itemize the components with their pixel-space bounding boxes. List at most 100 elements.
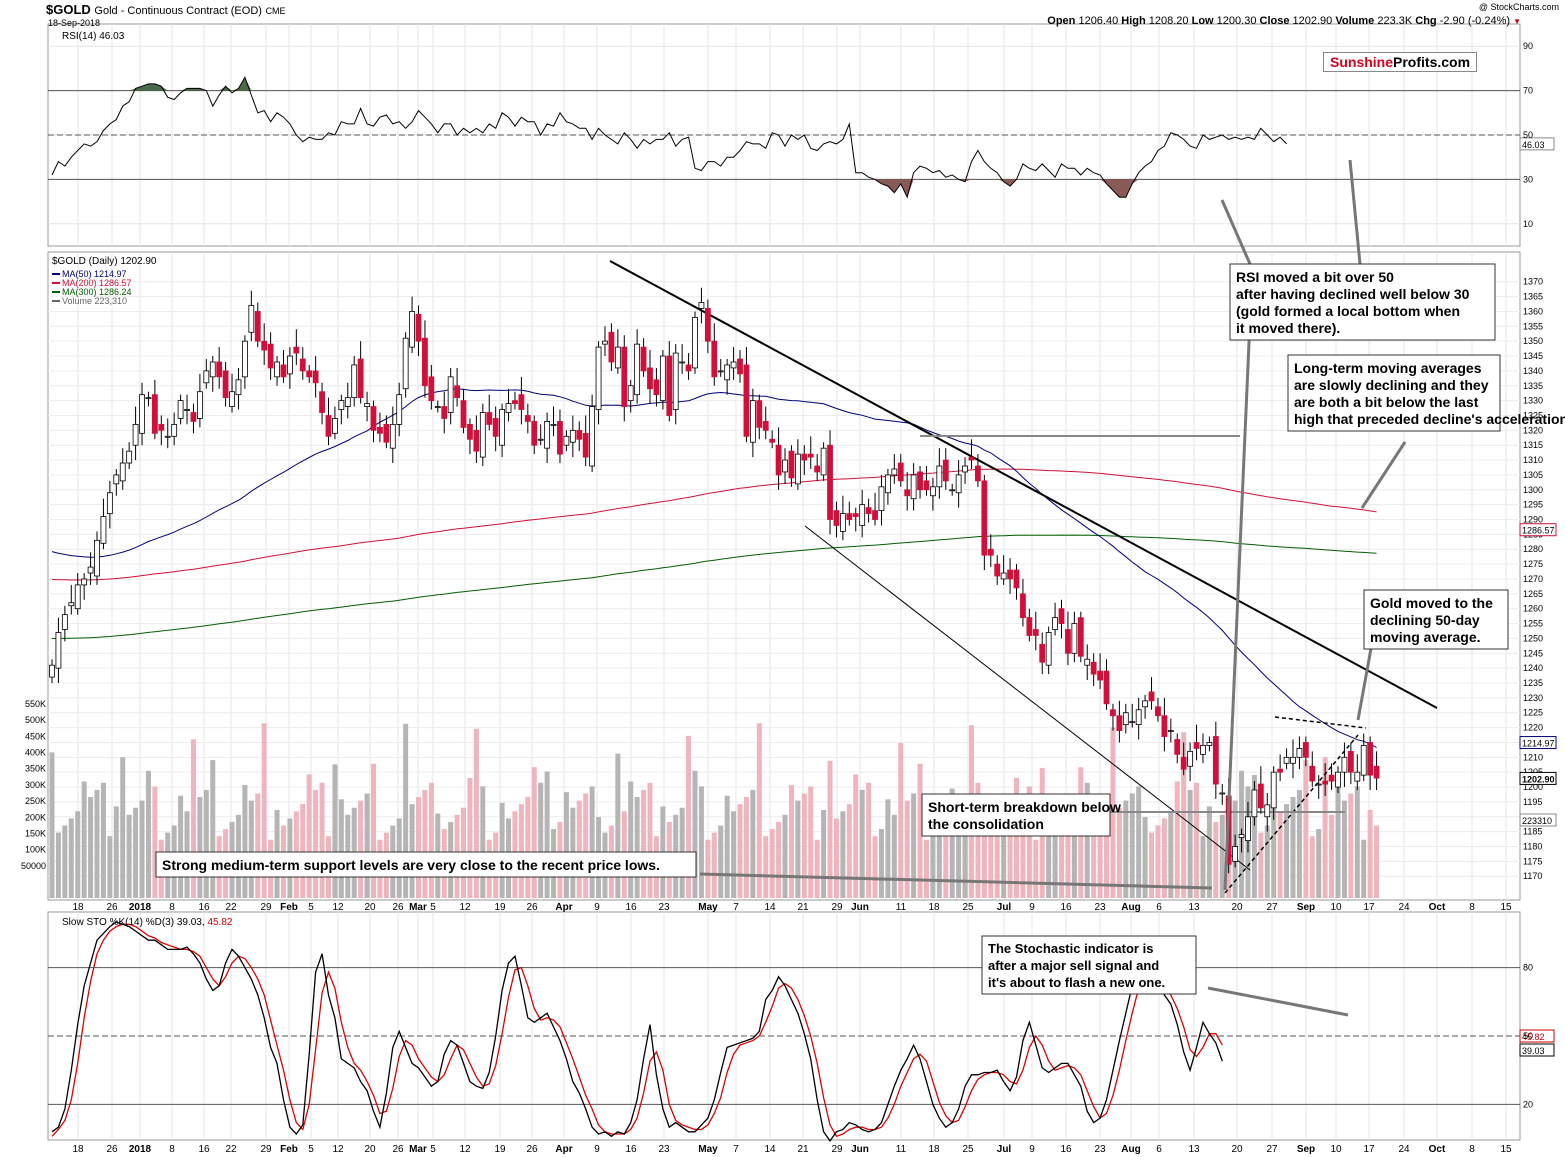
candle-body — [749, 400, 756, 443]
candle-body — [1232, 846, 1239, 862]
candle-body — [782, 459, 788, 473]
x-tick-label: 8 — [169, 902, 175, 913]
candle-body — [1071, 623, 1078, 654]
rsi-annotation-line: RSI moved a bit over 50 — [1236, 269, 1394, 285]
volume-bar — [518, 804, 524, 898]
volume-bar — [1290, 797, 1296, 898]
candle-body — [653, 379, 660, 396]
volume-bar — [763, 836, 769, 898]
candle-body — [49, 664, 55, 678]
volume-bar — [1123, 800, 1129, 898]
volume-bar — [1277, 811, 1283, 898]
volume-bar — [364, 793, 370, 898]
volume-bar — [1354, 786, 1360, 898]
volume-bar — [692, 770, 698, 898]
volume-bar — [1020, 793, 1026, 898]
candle-body — [87, 566, 94, 574]
volume-bar — [531, 767, 537, 898]
candle-body — [1341, 756, 1348, 773]
x-tick-label-bottom: 6 — [1156, 1144, 1162, 1155]
volume-bar — [1322, 757, 1328, 898]
price-y-tick: 1350 — [1523, 336, 1543, 346]
volume-bar — [866, 782, 872, 898]
rsi-line — [51, 76, 1287, 199]
volume-bar — [1374, 825, 1380, 898]
volume-bar — [1213, 821, 1219, 898]
volume-bar — [126, 814, 132, 898]
volume-bar — [943, 818, 949, 898]
stoch-annotation-box — [981, 935, 1197, 995]
price-y-tick: 1260 — [1523, 604, 1543, 614]
volume-bar — [949, 788, 955, 898]
down-arrow-icon: ▼ — [1513, 17, 1521, 26]
volume-bar — [840, 811, 846, 898]
volume-y-tick: 300K — [25, 780, 46, 790]
x-tick-label-bottom: 29 — [831, 1144, 843, 1155]
candle-body — [942, 459, 949, 482]
ohlc-value-low: 1200.30 — [1216, 15, 1260, 27]
volume-bar — [821, 809, 827, 898]
x-tick-label-bottom: 19 — [494, 1144, 506, 1155]
volume-bar — [358, 800, 364, 898]
volume-bar — [1335, 785, 1341, 898]
ma200-line — [51, 468, 1377, 581]
x-tick-label-bottom: 20 — [1231, 1144, 1243, 1155]
volume-bar — [88, 797, 94, 898]
candle-body — [621, 346, 628, 407]
candle-body — [524, 415, 531, 422]
volume-bar — [49, 752, 55, 898]
price-y-tick: 1295 — [1523, 500, 1543, 510]
stoch-k-box — [1519, 1043, 1555, 1057]
candle-body — [196, 391, 203, 419]
candle-body — [1238, 834, 1245, 838]
candle-body — [415, 314, 422, 342]
ohlc-label-volume: Volume — [1335, 15, 1378, 27]
volume-bar — [75, 811, 81, 898]
volume-bar — [1341, 800, 1347, 898]
candle-body — [1129, 721, 1136, 724]
volume-bar — [782, 814, 788, 898]
volume-bar — [248, 800, 254, 898]
candle-body — [885, 474, 891, 494]
x-tick-label-bottom: Aug — [1121, 1144, 1140, 1155]
candle-body — [1193, 742, 1200, 749]
x-tick-label: 19 — [494, 902, 506, 913]
x-tick-label: 10 — [1330, 902, 1342, 913]
ma50-annotation-line: Gold moved to the — [1370, 595, 1493, 611]
candle-body — [833, 510, 840, 526]
candle-body — [569, 429, 576, 443]
x-tick-label: 16 — [625, 902, 637, 913]
candle-body — [756, 400, 763, 428]
x-tick-label: 2018 — [129, 902, 152, 913]
stoch-d-box — [1519, 1029, 1555, 1043]
price-y-tick: 1315 — [1523, 440, 1543, 450]
candle-body — [1000, 572, 1007, 580]
candle-body — [1180, 756, 1187, 770]
x-tick-label-bottom: 24 — [1398, 1144, 1410, 1155]
candle-body — [1251, 789, 1258, 818]
volume-bar — [686, 735, 692, 898]
volume-bar — [833, 818, 839, 898]
volume-bar — [1007, 807, 1013, 898]
ma50-label: 1214.97 — [1522, 739, 1555, 749]
x-tick-label-bottom: 29 — [260, 1144, 272, 1155]
x-tick-label-bottom: 12 — [332, 1144, 344, 1155]
candle-body — [1045, 632, 1052, 666]
volume-bar — [371, 763, 376, 898]
volume-bar — [827, 760, 833, 898]
candle-body — [659, 355, 666, 402]
rsi-chart: RSI(14) 46.03 46.03 — [48, 31, 1555, 199]
candle-body — [1116, 715, 1123, 731]
price-y-tick: 1335 — [1523, 381, 1543, 391]
candle-body — [1142, 700, 1148, 708]
volume-bar — [711, 832, 717, 898]
candle-body — [441, 406, 448, 419]
x-tick-label: May — [698, 902, 718, 913]
candle-body — [1135, 709, 1142, 726]
x-tick-label-bottom: 11 — [896, 1144, 907, 1155]
price-y-tick: 1320 — [1523, 425, 1543, 435]
trend-lines — [609, 260, 1438, 894]
candle-body — [235, 379, 242, 396]
ma200-label: 1286.57 — [1522, 526, 1555, 536]
candle-body — [94, 539, 100, 577]
